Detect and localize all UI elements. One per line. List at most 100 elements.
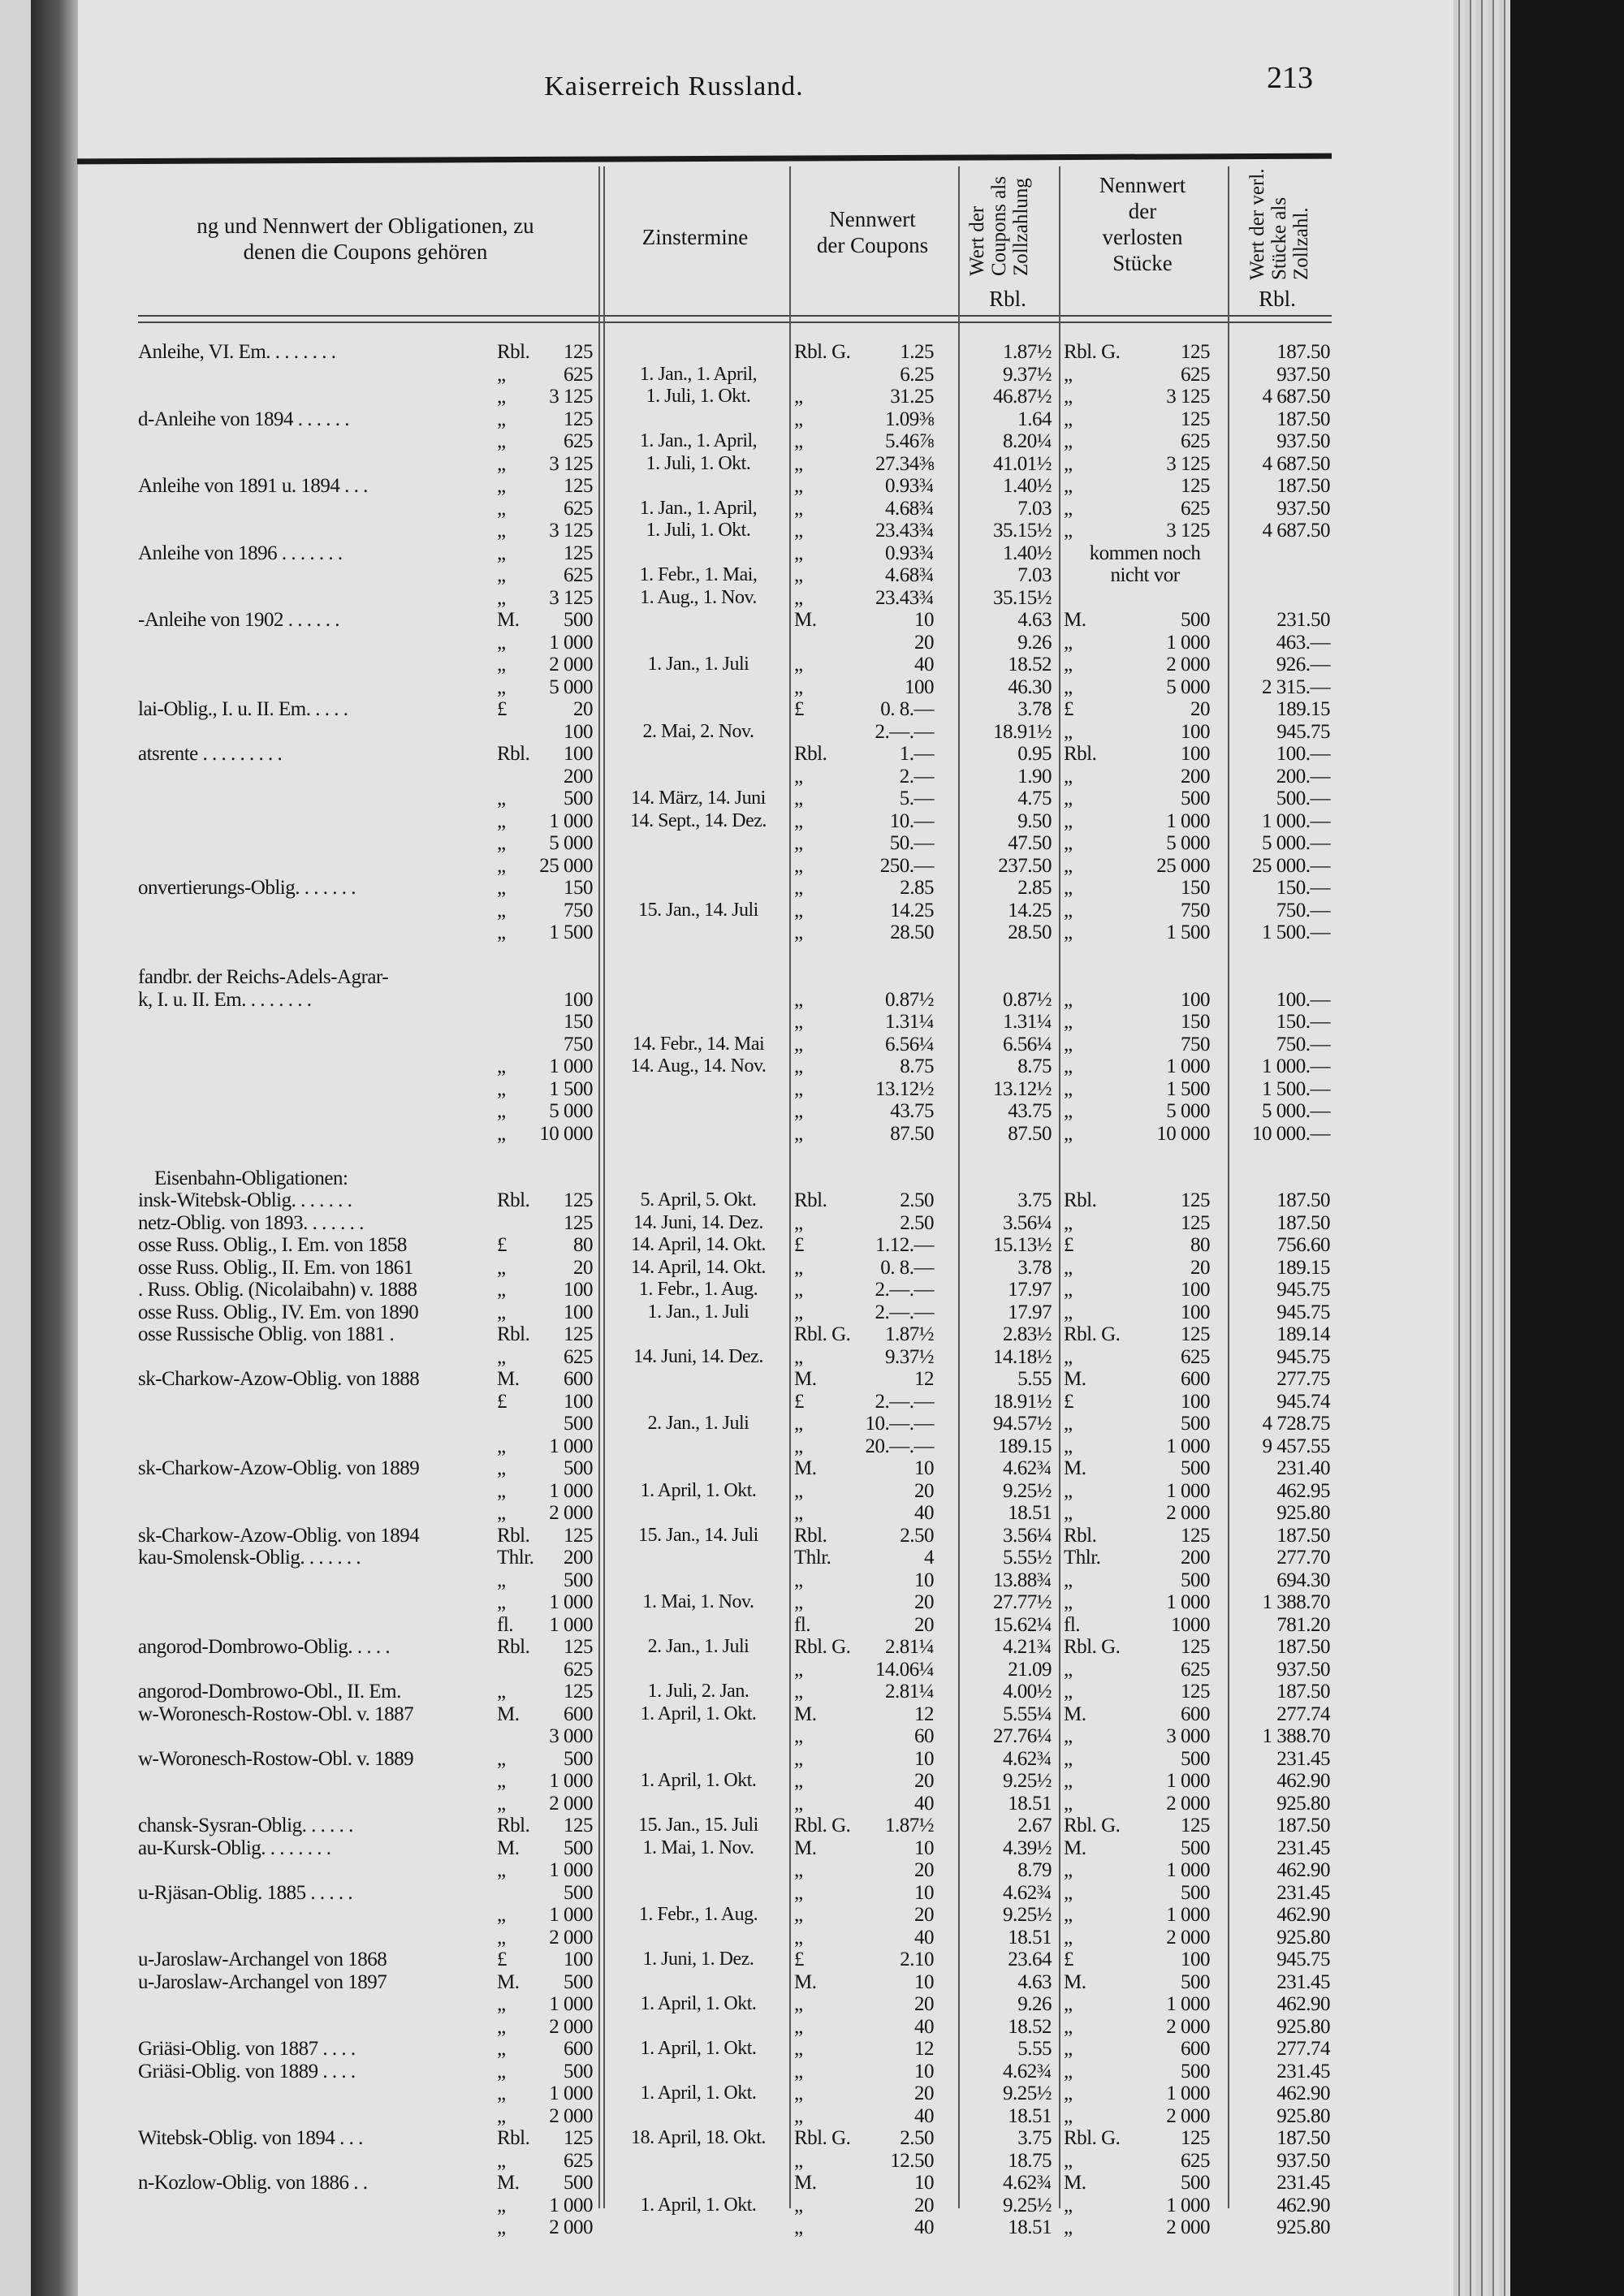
nominal-value: 1 500 — [549, 921, 593, 943]
obligation-name: insk-Witebsk-Oblig. . . . . . . — [138, 1189, 352, 1211]
currency: M. — [497, 2172, 520, 2194]
piece-currency: „ — [1064, 2149, 1073, 2172]
piece-value: 1 000 — [1166, 1770, 1210, 1792]
piece-customs-value: 462.90 — [1276, 2082, 1330, 2104]
piece-customs-value: 100.— — [1276, 988, 1331, 1011]
nominal-value: 600 — [564, 2038, 594, 2060]
table-row: k, I. u. II. Em. . . . . . . . 100 „ 0.87½ 0… — [138, 989, 1332, 1012]
coupon-customs-value: 9.50 — [1017, 809, 1052, 832]
coupon-customs-value: 35.15½ — [993, 586, 1052, 609]
nominal-value: 150 — [564, 877, 594, 899]
piece-currency: Rbl. G. — [1064, 1636, 1121, 1658]
piece-value: 5 000 — [1166, 832, 1210, 854]
piece-customs-value: 750.— — [1276, 1033, 1331, 1055]
obligation-name: w-Woronesch-Rostow-Obl. v. 1887 — [138, 1703, 414, 1725]
nominal-value: 125 — [564, 1323, 594, 1345]
piece-currency: £ — [1064, 698, 1074, 720]
coupon-value: 20.—.— — [865, 1435, 935, 1457]
table-row: „ 625 1. Jan., 1. April, 6.25 9.37½ „ 625 937.5… — [138, 364, 1332, 386]
coupon-customs-value: 1.40½ — [1003, 542, 1052, 564]
header-obligation-line1: ng und Nennwert der Obligationen, zu — [197, 214, 534, 238]
table-row: 150 „ 1.31¼ 1.31¼ „ 150 150.— — [138, 1011, 1332, 1034]
coupon-customs-value: 28.50 — [1008, 921, 1052, 943]
coupon-customs-value: 4.62¾ — [1003, 1881, 1052, 1904]
coupon-value: 28.50 — [890, 921, 934, 943]
nominal-value: 2 000 — [549, 2015, 593, 2038]
piece-currency: „ — [1064, 921, 1073, 943]
coupon-currency: „ — [794, 1926, 803, 1949]
piece-customs-value: 1 500.— — [1262, 1077, 1331, 1100]
table-row: n-Kozlow-Oblig. von 1886 . . M. 500 M. 10 4.6… — [138, 2172, 1332, 2195]
table-row: „ 5 000 „ 43.75 43.75 „ 5 000 5 000.— — [138, 1100, 1332, 1123]
coupon-currency: M. — [794, 1368, 817, 1390]
coupon-customs-value: 18.51 — [1008, 1926, 1052, 1949]
piece-value: 100 — [1181, 1949, 1211, 1970]
obligation-name: d-Anleihe von 1894 . . . . . . — [138, 408, 349, 430]
nominal-value: 750 — [564, 1033, 594, 1055]
coupon-customs-value: 18.51 — [1008, 2216, 1052, 2238]
obligation-name: osse Russ. Oblig., I. Em. von 1858 — [138, 1234, 407, 1256]
coupon-value: 1.— — [899, 743, 935, 765]
coupon-value: 10 — [914, 609, 935, 631]
coupon-customs-value: 3.75 — [1017, 2127, 1052, 2149]
coupon-customs-value: 18.51 — [1008, 2104, 1052, 2127]
coupon-value: 8.75 — [900, 1055, 934, 1077]
table-row: „ 3 125 1. Juli, 1. Okt. „ 23.43¾ 35.15½ „ 3 12… — [138, 520, 1332, 542]
interest-dates: 1. April, 1. Okt. — [640, 2038, 757, 2059]
nominal-value: 625 — [564, 363, 594, 386]
interest-dates: 1. Jan., 1. April, — [639, 497, 758, 519]
piece-value: 500 — [1181, 1413, 1211, 1435]
piece-value: 80 — [1190, 1234, 1211, 1256]
coupon-customs-value: 4.63 — [1017, 609, 1052, 631]
coupon-currency: „ — [794, 765, 803, 788]
coupon-currency: Thlr. — [794, 1547, 831, 1569]
coupon-currency: „ — [794, 654, 803, 675]
piece-customs-value: 925.80 — [1276, 1926, 1330, 1949]
piece-value: 500 — [1181, 2060, 1211, 2082]
coupon-customs-value: 17.97 — [1008, 1279, 1052, 1301]
currency: „ — [497, 921, 506, 943]
piece-value: 1 000 — [1166, 1591, 1210, 1613]
coupon-value: 50.— — [889, 832, 935, 854]
coupon-value: 2.—.— — [875, 720, 935, 743]
coupon-customs-value: 47.50 — [1008, 832, 1052, 854]
piece-currency: „ — [1064, 1077, 1073, 1100]
piece-customs-value: 231.40 — [1276, 1457, 1330, 1479]
table-row: fl. 1 000 fl. 20 15.62¼ fl. 1000 781.20 — [138, 1614, 1332, 1637]
piece-currency: „ — [1064, 452, 1073, 475]
nominal-value: 1 000 — [549, 1904, 593, 1926]
scan-binding-shadow — [31, 0, 78, 2296]
piece-currency: „ — [1064, 788, 1073, 809]
piece-value: 2 000 — [1166, 2104, 1210, 2127]
page-number: 213 — [1267, 61, 1313, 95]
currency: „ — [497, 1479, 506, 1502]
piece-value: 3 000 — [1166, 1725, 1210, 1747]
nominal-value: 100 — [564, 988, 594, 1011]
interest-dates: 1. Jan., 1. April, — [639, 363, 758, 385]
piece-value: 625 — [1181, 430, 1211, 452]
piece-customs-value: 150.— — [1276, 877, 1331, 899]
coupon-value: 10 — [914, 1457, 935, 1479]
piece-currency: „ — [1064, 1502, 1073, 1524]
coupon-value: 0. 8.— — [880, 1256, 934, 1279]
currency: „ — [497, 386, 506, 408]
piece-currency: „ — [1064, 475, 1073, 497]
piece-currency: £ — [1064, 1390, 1074, 1413]
header-coupon-value: Wert der Coupons als Zollzahlung — [966, 176, 1032, 276]
currency: „ — [497, 809, 506, 832]
coupon-customs-value: 46.87½ — [993, 386, 1052, 408]
nominal-value: 125 — [564, 1636, 594, 1658]
coupon-customs-value: 237.50 — [998, 854, 1052, 877]
piece-value: 500 — [1181, 1457, 1211, 1479]
piece-customs-value: 231.45 — [1276, 2172, 1330, 2194]
currency: „ — [497, 2038, 506, 2060]
table-row: „ 1 000 14. Sept., 14. Dez. „ 10.— 9.50 „ 1 000… — [138, 810, 1332, 833]
piece-currency: Rbl. G. — [1064, 1323, 1121, 1345]
interest-dates: 18. April, 18. Okt. — [631, 2127, 766, 2148]
piece-customs-value: 231.45 — [1276, 1747, 1330, 1770]
interest-dates: 14. Febr., 14. Mai — [632, 1033, 765, 1055]
coupon-currency: „ — [794, 1502, 803, 1524]
coupon-value: 23.43¾ — [875, 520, 935, 542]
coupon-currency: „ — [794, 430, 803, 452]
column-divider — [789, 166, 791, 2208]
